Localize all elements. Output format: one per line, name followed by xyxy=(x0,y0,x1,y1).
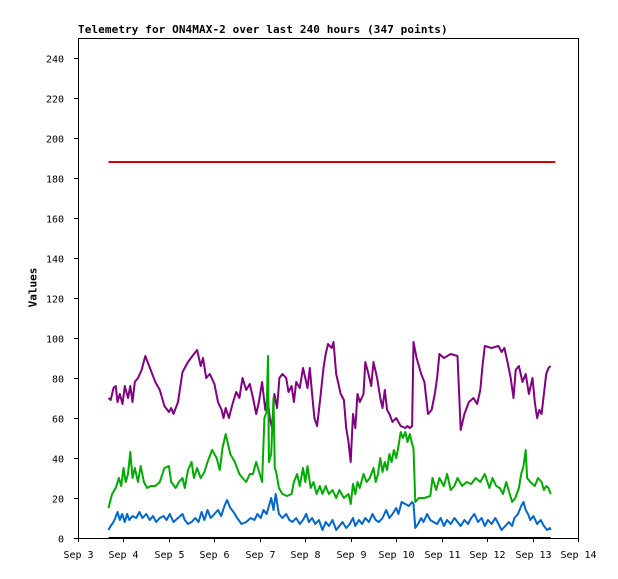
series-line-1 xyxy=(107,341,552,463)
y-tick-label: 160 xyxy=(46,215,64,226)
x-tick-label: Sep 11 xyxy=(424,550,460,561)
x-tick-label: Sep 9 xyxy=(336,550,366,561)
x-tick-label: Sep 7 xyxy=(245,550,275,561)
x-tick-label: Sep 6 xyxy=(199,550,229,561)
x-tick-label: Sep 3 xyxy=(63,550,93,561)
x-tick-label: Sep 12 xyxy=(469,550,505,561)
y-tick-label: 140 xyxy=(46,255,64,266)
y-tick-label: 80 xyxy=(52,375,64,386)
series-line-2 xyxy=(107,355,552,509)
x-tick-label: Sep 10 xyxy=(378,550,414,561)
x-tick-label: Sep 4 xyxy=(108,550,138,561)
y-tick-label: 240 xyxy=(46,55,64,66)
x-tick-label: Sep 13 xyxy=(515,550,551,561)
x-tick-label: Sep 14 xyxy=(560,550,596,561)
series-line-3 xyxy=(107,493,552,531)
chart-title: Telemetry for ON4MAX-2 over last 240 hou… xyxy=(78,23,448,36)
y-axis-ticks: 0 20 40 60 80 100 120 140 160 180 200 220 240 xyxy=(46,55,78,546)
plot-frame xyxy=(78,38,579,539)
y-tick-label: 20 xyxy=(52,495,64,506)
x-tick-label: Sep 8 xyxy=(290,550,320,561)
y-tick-label: 220 xyxy=(46,95,64,106)
x-tick-label: Sep 5 xyxy=(154,550,184,561)
y-tick-label: 40 xyxy=(52,455,64,466)
x-axis-ticks: Sep 3 Sep 4 Sep 5 Sep 6 Sep 7 Sep 8 Sep 9 Sep 1… xyxy=(63,538,597,561)
y-tick-label: 100 xyxy=(46,335,64,346)
y-tick-label: 200 xyxy=(46,135,64,146)
y-tick-label: 180 xyxy=(46,175,64,186)
y-tick-label: 0 xyxy=(58,535,64,546)
y-tick-label: 60 xyxy=(52,415,64,426)
series-layer xyxy=(107,161,556,539)
y-tick-label: 120 xyxy=(46,295,64,306)
